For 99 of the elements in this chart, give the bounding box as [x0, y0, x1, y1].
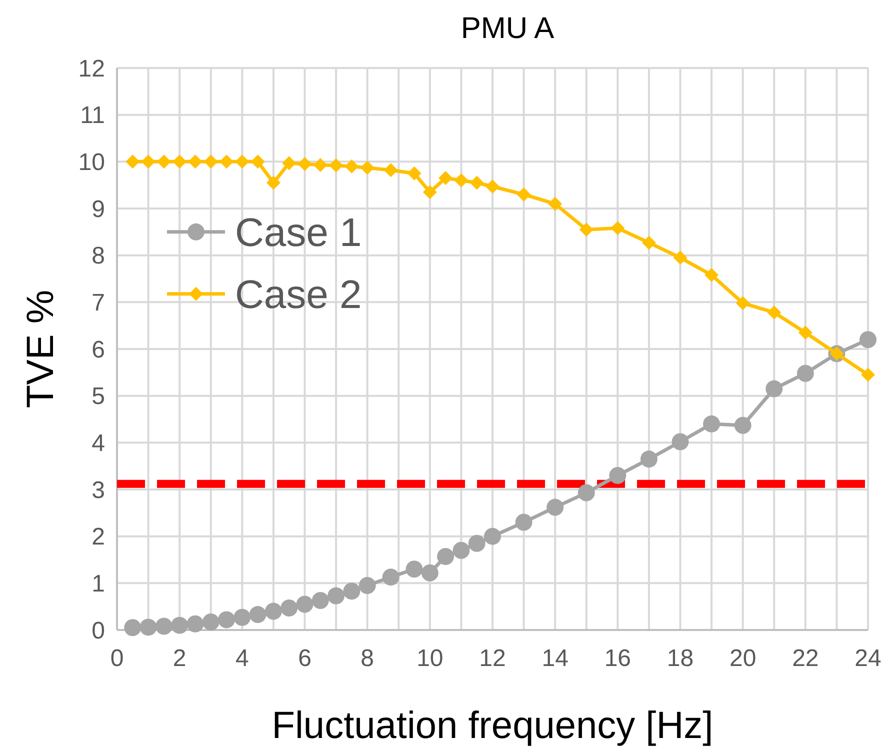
x-tick-label: 22	[792, 645, 819, 672]
point	[860, 331, 876, 348]
point	[282, 156, 296, 170]
x-tick-label: 4	[235, 645, 249, 672]
point	[296, 596, 314, 613]
point	[186, 615, 204, 632]
x-tick-label: 2	[172, 645, 186, 672]
x-tick-label: 0	[110, 645, 124, 672]
y-axis-title: TVE %	[20, 290, 62, 408]
point	[437, 548, 454, 565]
y-tick-label: 2	[92, 524, 105, 551]
legend-label: Case 2	[235, 272, 362, 317]
point	[126, 154, 140, 169]
y-tick-label: 7	[92, 290, 105, 317]
point	[235, 154, 250, 169]
y-tick-label: 0	[92, 617, 105, 644]
point	[202, 614, 220, 631]
point	[486, 179, 500, 194]
point	[766, 380, 783, 398]
point	[358, 577, 376, 594]
point	[422, 185, 437, 200]
point	[579, 222, 594, 237]
point	[249, 606, 266, 624]
x-tick-label: 8	[360, 645, 374, 672]
point	[172, 154, 187, 169]
point	[156, 154, 171, 169]
point	[610, 221, 625, 236]
point	[704, 268, 719, 282]
point	[407, 166, 422, 180]
point	[798, 326, 812, 340]
y-tick-label: 12	[78, 55, 105, 82]
point	[484, 528, 501, 545]
point	[452, 542, 470, 559]
x-tick-label: 12	[479, 645, 506, 672]
point	[313, 158, 328, 172]
x-tick-label: 6	[298, 645, 312, 672]
point	[516, 187, 531, 202]
y-tick-label: 11	[80, 102, 105, 130]
x-tick-label: 16	[604, 645, 632, 672]
point	[250, 154, 265, 169]
point	[438, 171, 453, 186]
point	[736, 296, 750, 310]
point	[343, 582, 360, 600]
point	[861, 368, 875, 382]
point	[218, 611, 236, 628]
point	[406, 560, 423, 578]
x-tick-label: 20	[729, 645, 756, 672]
x-tick-label: 24	[854, 645, 882, 672]
y-tick-label: 3	[92, 476, 105, 504]
point	[328, 587, 345, 604]
y-tick-label: 4	[92, 430, 105, 458]
point	[384, 163, 398, 178]
point	[642, 236, 656, 250]
point	[796, 364, 814, 382]
legend-label: Case 1	[235, 210, 362, 255]
point	[468, 534, 486, 552]
point	[470, 176, 484, 190]
point	[578, 484, 595, 502]
point	[140, 618, 157, 636]
point	[280, 599, 298, 616]
point	[234, 608, 251, 626]
point	[220, 154, 234, 169]
y-tick-label: 5	[92, 383, 105, 410]
point	[673, 250, 688, 265]
point	[454, 173, 468, 188]
y-tick-label: 6	[92, 336, 105, 364]
point	[767, 305, 782, 320]
y-tick-label: 9	[92, 196, 105, 223]
point	[204, 154, 218, 169]
point	[141, 154, 156, 169]
point	[264, 602, 282, 620]
point	[344, 159, 359, 174]
point	[155, 618, 172, 635]
point	[672, 433, 689, 450]
point	[703, 415, 720, 432]
point	[124, 619, 142, 636]
chart-title: PMU A	[460, 12, 554, 45]
x-axis-title: Fluctuation frequency [Hz]	[272, 705, 714, 747]
x-tick-label: 18	[666, 645, 694, 672]
point	[329, 158, 344, 172]
point	[734, 416, 752, 434]
y-tick-label: 1	[92, 570, 105, 598]
point	[515, 514, 532, 531]
point	[548, 196, 562, 211]
point	[312, 592, 329, 609]
point	[546, 498, 564, 516]
point	[609, 466, 626, 484]
y-tick-label: 10	[78, 149, 105, 176]
point	[640, 450, 658, 468]
point	[421, 564, 438, 582]
point	[360, 160, 374, 175]
point	[266, 176, 280, 190]
x-tick-label: 14	[542, 645, 568, 672]
point	[171, 616, 188, 634]
point	[382, 568, 400, 586]
x-tick-label: 10	[416, 645, 444, 672]
point	[298, 157, 312, 172]
point	[188, 154, 202, 169]
y-tick-label: 8	[92, 242, 105, 270]
